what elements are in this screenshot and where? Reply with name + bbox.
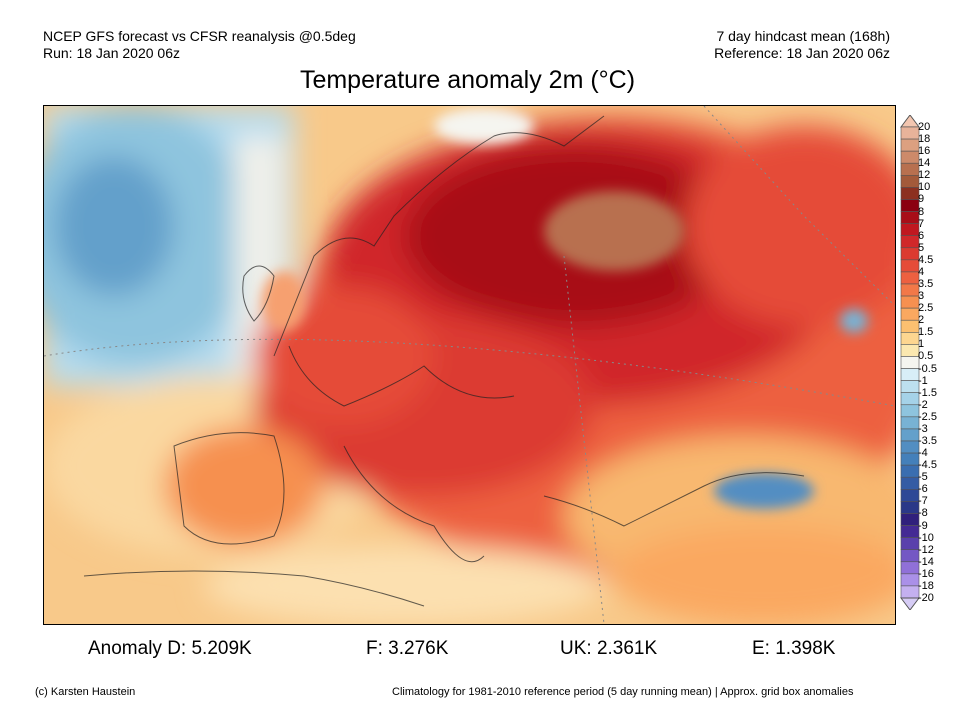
- anomaly-spain: E: 1.398K: [752, 638, 836, 659]
- colorbar-segment: [900, 344, 920, 357]
- climatology-note: Climatology for 1981-2010 reference peri…: [392, 686, 854, 698]
- colorbar-segment: [900, 175, 920, 188]
- colorbar-label: -1: [918, 374, 928, 387]
- model-description: NCEP GFS forecast vs CFSR reanalysis @0.…: [43, 28, 356, 44]
- colorbar-segment: [900, 476, 920, 490]
- anomaly-germany: Anomaly D: 5.209K: [88, 638, 252, 659]
- colorbar: [900, 114, 920, 611]
- anomaly-uk: UK: 2.361K: [560, 638, 658, 659]
- colorbar-label: -1.5: [918, 386, 937, 399]
- colorbar-label: 14: [918, 157, 931, 170]
- colorbar-segment: [900, 162, 920, 176]
- colorbar-segment: [900, 573, 920, 587]
- colorbar-segment: [900, 332, 920, 345]
- colorbar-label: -2.5: [918, 410, 937, 423]
- colorbar-min-arrow: [900, 597, 920, 611]
- colorbar-segment: [900, 537, 920, 550]
- colorbar-label: 10: [918, 181, 931, 194]
- colorbar-segment: [900, 452, 920, 466]
- colorbar-label: -4.5: [918, 459, 937, 472]
- colorbar-label: -2: [918, 398, 928, 411]
- colorbar-label: 2: [918, 314, 925, 327]
- colorbar-segment: [900, 525, 920, 538]
- colorbar-label: 0.5: [918, 350, 934, 363]
- colorbar-label: -5: [918, 471, 928, 484]
- colorbar-segment: [900, 150, 920, 164]
- colorbar-segment: [900, 223, 920, 236]
- colorbar-segment: [900, 307, 920, 321]
- colorbar-label: -16: [918, 567, 934, 580]
- colorbar-segment: [900, 283, 920, 297]
- colorbar-label: 4: [918, 265, 925, 278]
- anomaly-map: [43, 105, 896, 625]
- colorbar-label: -12: [918, 543, 934, 556]
- credit: (c) Karsten Haustein: [35, 686, 136, 698]
- colorbar-label: 16: [918, 145, 931, 158]
- colorbar-label: 1.5: [918, 326, 934, 339]
- colorbar-label: -6: [918, 483, 928, 496]
- colorbar-label: -18: [918, 579, 934, 592]
- colorbar-segment: [900, 247, 920, 261]
- colorbar-label: -14: [918, 555, 934, 568]
- colorbar-segment: [900, 271, 920, 285]
- anomaly-france: F: 3.276K: [366, 638, 449, 659]
- colorbar-label: -7: [918, 495, 928, 508]
- header-left: NCEP GFS forecast vs CFSR reanalysis @0.…: [43, 28, 356, 62]
- colorbar-label: 3: [918, 290, 925, 303]
- colorbar-segment: [900, 549, 920, 563]
- colorbar-label: 18: [918, 133, 931, 146]
- colorbar-label: 20: [918, 121, 931, 133]
- colorbar-segment: [900, 356, 920, 369]
- colorbar-segment: [900, 187, 920, 200]
- colorbar-label: 6: [918, 229, 925, 242]
- colorbar-label: -20: [918, 592, 934, 604]
- colorbar-label: -0.5: [918, 362, 937, 375]
- colorbar-segment: [900, 392, 920, 406]
- colorbar-label: -9: [918, 519, 928, 532]
- colorbar-label: 5: [918, 241, 925, 254]
- colorbar-segment: [900, 380, 920, 393]
- colorbar-label: -4: [918, 447, 928, 460]
- colorbar-label: 4.5: [918, 253, 934, 266]
- colorbar-segment: [900, 585, 920, 599]
- colorbar-segment: [900, 138, 920, 152]
- run-time: Run: 18 Jan 2020 06z: [43, 45, 180, 61]
- map-graphic: [44, 106, 895, 624]
- colorbar-label: -3: [918, 422, 928, 435]
- reference-time: Reference: 18 Jan 2020 06z: [714, 45, 890, 61]
- colorbar-segment: [900, 199, 920, 212]
- colorbar-label: 9: [918, 193, 925, 206]
- colorbar-label: 1: [918, 338, 925, 351]
- header-right: 7 day hindcast mean (168h) Reference: 18…: [714, 28, 890, 62]
- colorbar-segment: [900, 561, 920, 575]
- colorbar-segment: [900, 319, 920, 333]
- colorbar-segment: [900, 501, 920, 514]
- colorbar-segment: [900, 295, 920, 309]
- hindcast-period: 7 day hindcast mean (168h): [716, 28, 890, 44]
- colorbar-segment: [900, 126, 920, 140]
- colorbar-segment: [900, 259, 920, 273]
- colorbar-segment: [900, 489, 920, 502]
- colorbar-segment: [900, 211, 920, 224]
- colorbar-label: 3.5: [918, 278, 934, 290]
- colorbar-label: -3.5: [918, 435, 937, 447]
- colorbar-segment: [900, 235, 920, 249]
- colorbar-segment: [900, 416, 920, 430]
- colorbar-segment: [900, 428, 920, 442]
- colorbar-label: 12: [918, 169, 931, 182]
- colorbar-segment: [900, 440, 920, 454]
- colorbar-segment: [900, 404, 920, 418]
- colorbar-label: -8: [918, 507, 928, 520]
- colorbar-label: 2.5: [918, 302, 934, 315]
- colorbar-segment: [900, 368, 920, 381]
- colorbar-segment: [900, 513, 920, 526]
- colorbar-max-arrow: [900, 114, 920, 128]
- colorbar-label: 7: [918, 217, 925, 230]
- colorbar-segment: [900, 464, 920, 478]
- map-title: Temperature anomaly 2m (°C): [299, 66, 636, 94]
- colorbar-label: 8: [918, 205, 925, 218]
- colorbar-label: -10: [918, 531, 934, 544]
